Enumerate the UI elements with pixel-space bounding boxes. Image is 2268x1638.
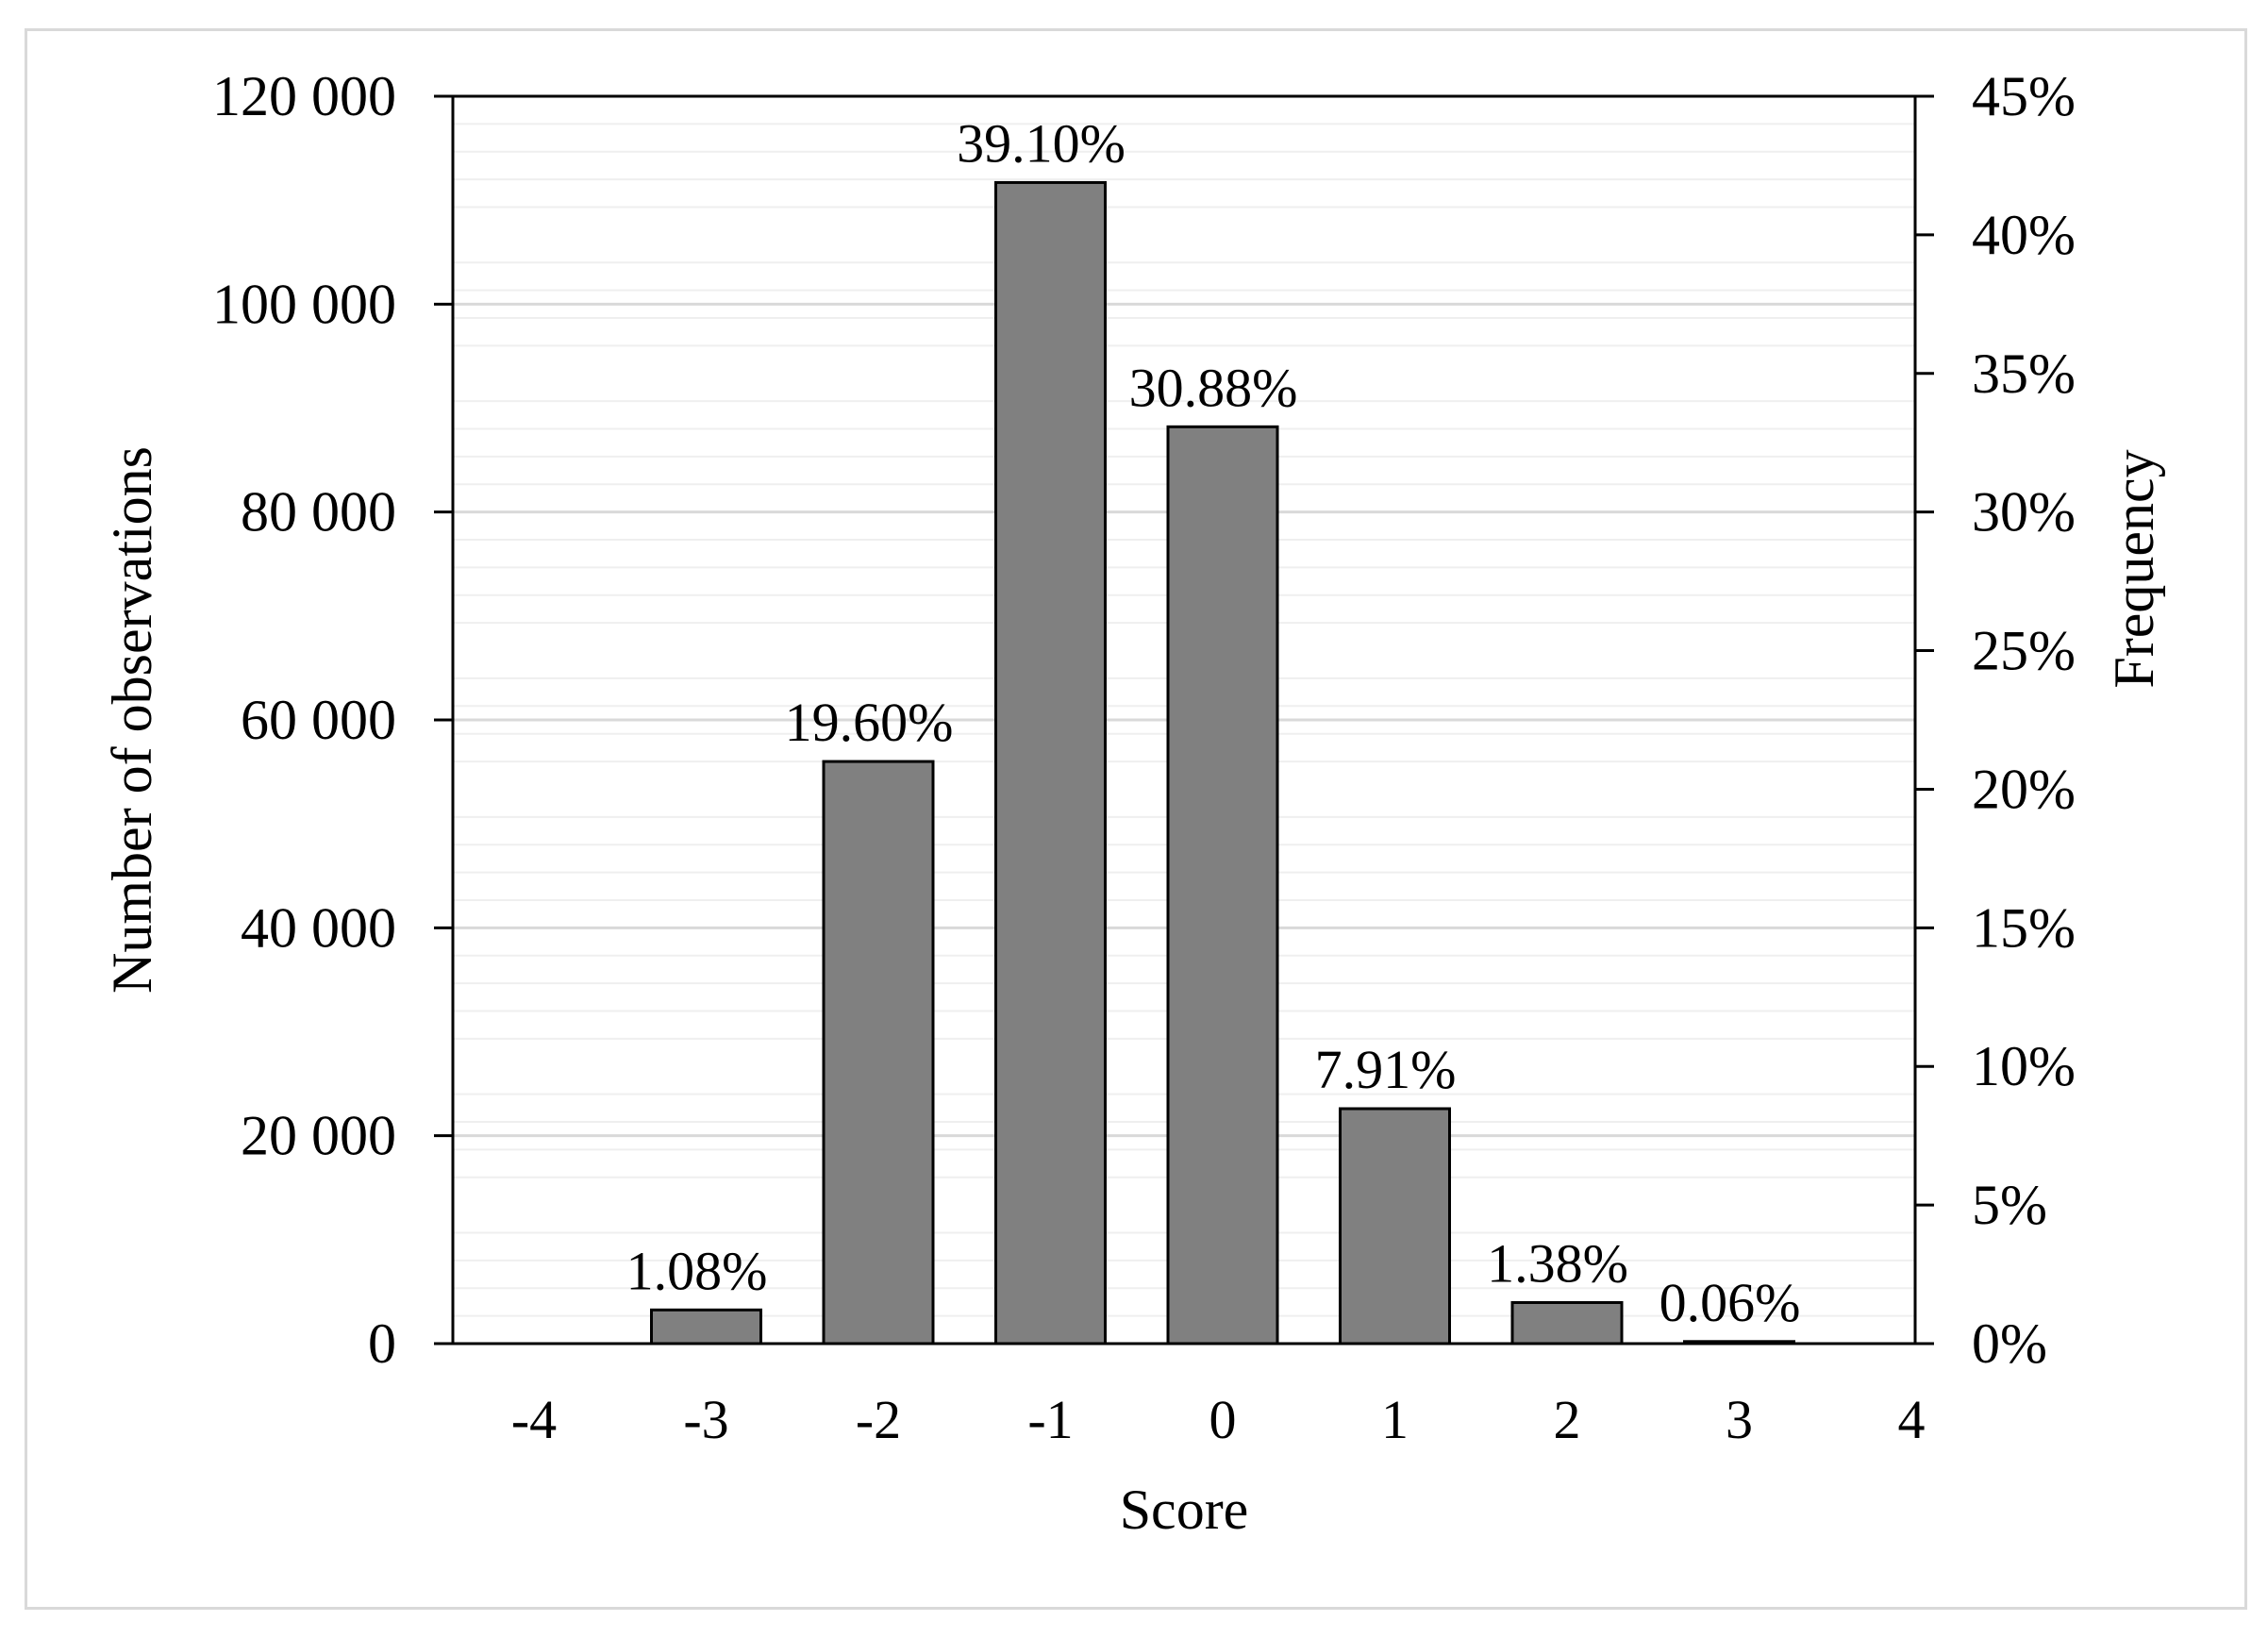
data-label-1: 7.91% — [1315, 1039, 1457, 1100]
x-tick-label: 0 — [1209, 1389, 1237, 1450]
bar--1 — [994, 180, 1107, 1346]
bar--3 — [650, 1308, 762, 1346]
x-tick-label: 2 — [1554, 1389, 1581, 1450]
x-tick-label: 1 — [1381, 1389, 1409, 1450]
data-label--1: 39.10% — [957, 112, 1126, 174]
y-tick-label: 60 000 — [241, 689, 396, 751]
y-tick-label: 120 000 — [212, 65, 396, 127]
tick-marks — [434, 94, 1934, 1346]
y2-tick-label: 40% — [1972, 204, 2076, 266]
y2-tick-label: 10% — [1972, 1035, 2076, 1097]
data-label--3: 1.08% — [626, 1240, 768, 1301]
bar-0 — [1166, 425, 1279, 1346]
bar-2 — [1510, 1300, 1624, 1346]
x-tick-label: -4 — [511, 1389, 557, 1450]
x-tick-label: -1 — [1027, 1389, 1073, 1450]
y-tick-label: 100 000 — [212, 273, 396, 335]
y2-tick-label: 35% — [1972, 343, 2076, 405]
y2-tick-label: 45% — [1972, 65, 2076, 127]
y2-tick-label: 25% — [1972, 620, 2076, 682]
y-tick-label: 20 000 — [241, 1105, 396, 1167]
data-label--2: 19.60% — [785, 692, 954, 753]
x-axis-title: Score — [1120, 1479, 1249, 1541]
x-tick-label: 3 — [1726, 1389, 1753, 1450]
y2-tick-label: 30% — [1972, 481, 2076, 543]
data-label-3: 0.06% — [1659, 1272, 1801, 1333]
secondary-y-axis-title: Frequency — [2103, 449, 2165, 688]
y2-tick-label: 15% — [1972, 896, 2076, 959]
y-tick-label: 80 000 — [241, 481, 396, 543]
y-tick-label: 0 — [368, 1312, 396, 1375]
bar-1 — [1339, 1107, 1451, 1346]
data-label-0: 30.88% — [1129, 357, 1298, 418]
y2-tick-label: 5% — [1972, 1174, 2047, 1236]
bar--2 — [822, 760, 935, 1346]
x-tick-label: -3 — [683, 1389, 728, 1450]
y-tick-label: 40 000 — [241, 896, 396, 959]
y2-tick-label: 0% — [1972, 1312, 2047, 1375]
y2-tick-label: 20% — [1972, 758, 2076, 820]
x-tick-label: -2 — [856, 1389, 901, 1450]
data-label-2: 1.38% — [1487, 1232, 1628, 1294]
bars — [650, 180, 1795, 1346]
chart-frame — [25, 28, 2247, 1610]
y-axis-title: Number of observations — [101, 446, 163, 994]
labels: -4 1.08% -3 19.60% -2 39.10% -1 30.88% 0 7.91% 1 1.… — [212, 65, 2076, 1450]
x-tick-label: 4 — [1898, 1389, 1926, 1450]
